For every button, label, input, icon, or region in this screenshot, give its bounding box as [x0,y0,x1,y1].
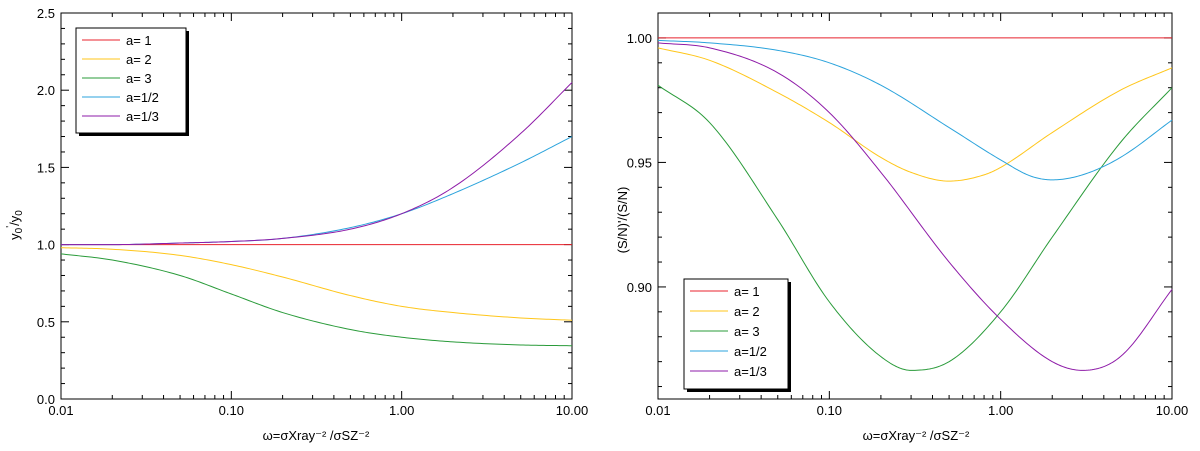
left-chart: 0.01 0.10 1.00 10.00 0.0 0.5 1.0 1.5 2.0 2.5 a= 1… [5,6,588,443]
right-series-line-3 [657,39,1173,181]
right-y-tick-label: 0.95 [627,155,652,170]
left-xlabel: ω=σXray⁻² /σSZ⁻² [263,428,370,443]
right-plot-frame [657,12,1173,400]
left-y-tick-label: 1.5 [37,160,55,175]
right-series-line-2 [657,84,1173,371]
left-y-axis-title: y0'/y0 [5,210,25,240]
left-y-tick-label: 0.5 [37,315,55,330]
left-legend-label: a=1/2 [126,90,159,105]
left-x-tick-label: 0.10 [219,403,244,418]
left-series-line-1 [60,247,573,321]
right-x-tick-label: 1.00 [988,403,1013,418]
left-series [60,82,573,347]
right-xlabel: ω=σXray⁻² /σSZ⁻² [863,428,970,443]
right-y-axis-title: (S/N)'/(S/N) [615,187,630,254]
left-legend-label: a= 1 [126,33,152,48]
left-x-tick-label: 1.00 [389,403,414,418]
left-ylabel-main: y [7,233,22,240]
left-ylabel-prime: ' [5,226,16,228]
left-legend-label: a=1/3 [126,109,159,124]
right-legend-label: a= 3 [734,324,760,339]
right-x-tick-label: 0.10 [817,403,842,418]
left-ylabel-sub: 0 [14,227,25,233]
left-x-tick-label: 0.01 [48,403,73,418]
left-ylabel-sep: /y [7,215,22,226]
left-series-line-2 [60,253,573,347]
left-ylabel-sub2: 0 [14,210,25,216]
right-legend-label: a=1/2 [734,344,767,359]
left-y-tick-label: 1.0 [37,238,55,253]
left-y-tick-label: 2.5 [37,6,55,21]
left-legend: a= 1 a= 2 a= 3 a=1/2 a=1/3 [75,27,189,136]
right-series-line-4 [657,42,1173,371]
right-x-tick-label: 10.00 [1156,403,1189,418]
right-legend: a= 1 a= 2 a= 3 a=1/2 a=1/3 [683,278,791,392]
left-x-axis-title: ω=σXray⁻² /σSZ⁻² [263,428,370,443]
right-y-tick-label: 0.90 [627,280,652,295]
right-x-tick-label: 0.01 [645,403,670,418]
right-x-axis-title: ω=σXray⁻² /σSZ⁻² [863,428,970,443]
right-y-tick-label: 1.00 [627,31,652,46]
left-series-line-4 [61,82,573,246]
left-ticks: 0.01 0.10 1.00 10.00 0.0 0.5 1.0 1.5 2.0 2.5 [37,6,588,418]
right-chart: 0.01 0.10 1.00 10.000.900.951.00 a= 1a= 2a=… [615,12,1189,443]
right-legend-label: a= 1 [734,284,760,299]
right-series [657,37,1173,371]
left-x-tick-label: 10.00 [556,403,589,418]
right-legend-label: a= 2 [734,304,760,319]
right-series-line-1 [657,47,1173,182]
right-legend-label: a=1/3 [734,364,767,379]
left-y-tick-label: 2.0 [37,83,55,98]
right-ticks: 0.01 0.10 1.00 10.00 0.90 0.95 1.00 [627,13,1189,418]
left-legend-label: a= 3 [126,71,152,86]
left-plot-frame [60,12,573,400]
left-y-tick-label: 0.0 [37,392,55,407]
left-legend-label: a= 2 [126,52,152,67]
